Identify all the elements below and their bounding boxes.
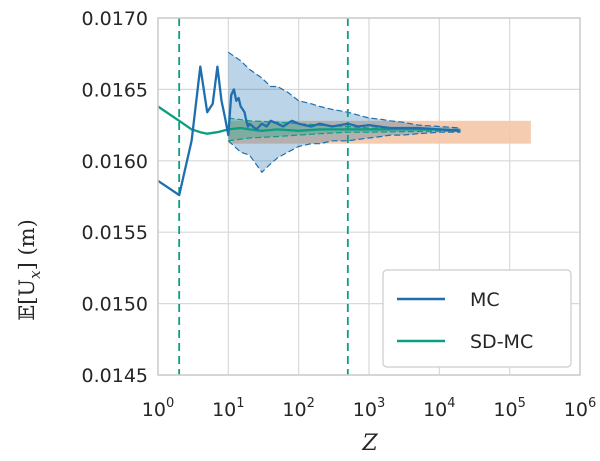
series-line-mc <box>157 65 461 197</box>
x-tick-exp-0: 0 <box>166 396 174 411</box>
y-tick-label-2: 0.0155 <box>82 222 148 244</box>
y-tick-labels: 0.0145 0.0150 0.0155 0.0160 0.0165 0.0170 <box>82 8 148 387</box>
sdmc-band-upper-edge <box>228 117 461 130</box>
plot-frame <box>157 17 581 376</box>
x-tick-exp-3: 3 <box>377 396 385 411</box>
reference-band-rect <box>228 120 531 144</box>
x-tick-base-2: 10 <box>282 399 306 421</box>
y-tick-label-1: 0.0150 <box>82 294 148 316</box>
x-tick-exp-2: 2 <box>307 396 315 411</box>
x-tick-base-4: 10 <box>423 399 447 421</box>
mc-confidence-band <box>227 51 461 174</box>
y-tick-label-5: 0.0170 <box>82 8 148 30</box>
mc-band-upper-edge <box>227 51 461 129</box>
y-tick-label-3: 0.0160 <box>82 151 148 173</box>
y-tick-label-0: 0.0145 <box>82 365 148 387</box>
x-tick-label-2: 102 <box>282 396 314 421</box>
mc-band-fill <box>228 52 461 173</box>
x-tick-label-4: 104 <box>423 396 455 421</box>
mc-band-lower-edge <box>227 131 461 174</box>
y-axis-label-sub: x <box>26 270 44 279</box>
x-tick-exp-5: 5 <box>518 396 526 411</box>
x-tick-base-1: 10 <box>212 399 236 421</box>
x-tick-label-3: 103 <box>353 396 385 421</box>
x-tick-label-0: 100 <box>142 396 174 421</box>
y-axis-label-tail: ] (m) <box>15 219 39 270</box>
sdmc-band-lower-edge <box>228 130 461 142</box>
x-tick-base-6: 10 <box>564 399 588 421</box>
x-tick-label-6: 106 <box>564 396 596 421</box>
series-line-sd-mc <box>157 105 461 135</box>
x-tick-label-1: 101 <box>212 396 244 421</box>
x-tick-exp-6: 6 <box>588 396 596 411</box>
x-tick-exp-1: 1 <box>236 396 244 411</box>
legend-label-mc: MC <box>470 289 500 311</box>
y-axis-label-main: 𝔼[U <box>15 279 39 321</box>
x-tick-exp-4: 4 <box>447 396 455 411</box>
legend: MC SD-MC <box>382 269 572 368</box>
x-tick-label-5: 105 <box>493 396 525 421</box>
x-tick-base-0: 10 <box>142 399 166 421</box>
x-axis-label: Z <box>361 431 378 456</box>
x-tick-base-5: 10 <box>493 399 517 421</box>
x-tick-labels: 100 101 102 103 104 105 106 <box>142 396 596 421</box>
x-tick-base-3: 10 <box>353 399 377 421</box>
reference-band <box>228 120 531 144</box>
legend-box <box>382 269 572 368</box>
y-axis-label: 𝔼[Ux] (m) <box>15 219 44 321</box>
legend-label-sdmc: SD-MC <box>470 331 533 353</box>
series-lines <box>157 65 461 197</box>
y-tick-label-4: 0.0165 <box>82 79 148 101</box>
vertical-markers <box>178 18 349 375</box>
